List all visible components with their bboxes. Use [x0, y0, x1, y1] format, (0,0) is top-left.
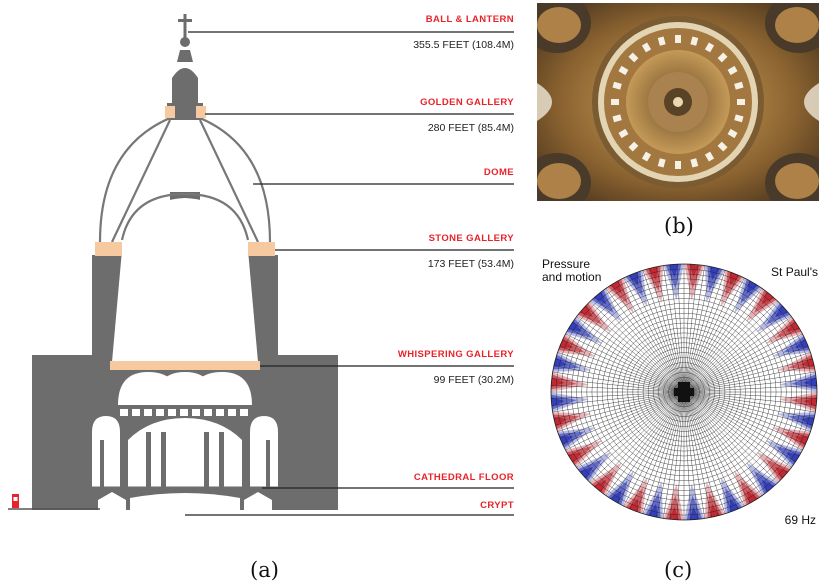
mode-lobe: [803, 374, 817, 389]
dome-window: [734, 114, 744, 123]
label-golden-gallery: GOLDEN GALLERY: [420, 97, 514, 108]
mode-lobe: [551, 395, 565, 410]
mesh-ring: [612, 322, 756, 462]
dome-window: [690, 158, 699, 168]
label-pressure-motion: Pressure and motion: [542, 257, 602, 284]
mesh-radial: [683, 391, 809, 439]
mesh-ring: [596, 308, 772, 476]
height-ball-lantern: 355.5 FEET (108.4M): [413, 39, 514, 51]
dome-window: [704, 151, 715, 162]
mesh-radial: [562, 391, 685, 445]
dome-window: [641, 42, 652, 53]
dome-window: [657, 36, 666, 46]
mesh-ring: [642, 352, 726, 432]
label-whispering-gallery: WHISPERING GALLERY: [397, 349, 514, 360]
label-st-pauls: St Paul's: [771, 265, 818, 279]
mode-lobe: [687, 264, 703, 278]
dome-interior-photo: [523, 0, 820, 213]
caption-a: (a): [250, 558, 279, 582]
caption-c: (c): [664, 558, 693, 582]
label-ball-lantern: BALL & LANTERN: [425, 14, 514, 25]
dome-window: [734, 81, 744, 90]
dome-window: [611, 99, 619, 105]
mode-mesh: [550, 263, 818, 521]
dome-window: [690, 36, 699, 46]
mesh-ring: [627, 337, 741, 447]
label-frequency: 69 Hz: [784, 513, 816, 527]
dome-window: [641, 151, 652, 162]
mesh-radial: [683, 391, 806, 445]
mesh-ring: [561, 273, 807, 511]
mesh-ring: [622, 332, 746, 452]
dome-window: [612, 114, 622, 123]
dome-photo-drawing: [523, 0, 820, 213]
dome-window: [727, 128, 738, 139]
dome-window: [704, 42, 715, 53]
dome-window: [727, 65, 738, 76]
acoustic-mode-plot: Pressure and motion St Paul's 69 Hz: [540, 258, 820, 538]
mesh-ring: [668, 377, 700, 407]
center-cross-icon: [674, 382, 694, 402]
mesh-ring: [555, 268, 813, 516]
dome-window: [717, 52, 728, 63]
mesh-ring: [586, 298, 782, 486]
dome-window: [717, 141, 728, 152]
mode-lobe: [687, 506, 703, 520]
mesh-radial: [683, 339, 806, 393]
mesh-ring: [632, 342, 736, 442]
label-stone-gallery: STONE GALLERY: [428, 233, 514, 244]
mesh-ring: [601, 313, 767, 471]
mesh-ring: [653, 362, 715, 422]
mesh-ring: [658, 367, 710, 417]
height-whispering-gallery: 99 FEET (30.2M): [433, 374, 514, 386]
dome-window: [657, 158, 666, 168]
mode-lobe: [551, 374, 565, 389]
phone-box-icon: [12, 494, 19, 508]
label-dome: DOME: [483, 167, 514, 178]
mode-lobe: [665, 264, 681, 278]
cathedral-cross-section: BALL & LANTERN 355.5 FEET (108.4M) GOLDE…: [8, 14, 514, 516]
mesh-radial: [559, 391, 685, 439]
mesh-ring: [617, 327, 751, 457]
height-golden-gallery: 280 FEET (85.4M): [427, 122, 514, 134]
mode-lobe: [803, 395, 817, 410]
cross-section-drawing: [8, 14, 514, 516]
dome-window: [675, 161, 681, 169]
mesh-ring: [566, 278, 802, 506]
mesh-ring: [607, 317, 761, 467]
dome-window: [675, 35, 681, 43]
mesh-radial: [683, 345, 809, 393]
mesh-ring: [647, 357, 721, 427]
mesh-radial: [562, 339, 685, 393]
mode-lobe: [665, 506, 681, 520]
dome-window: [628, 141, 639, 152]
dome-window: [737, 99, 745, 105]
dome-window: [618, 128, 629, 139]
dome-window: [618, 65, 629, 76]
caption-b: (b): [664, 214, 694, 238]
height-stone-gallery: 173 FEET (53.4M): [427, 258, 514, 270]
dome-window: [612, 81, 622, 90]
mesh-ring: [591, 303, 777, 481]
label-crypt: CRYPT: [480, 500, 514, 511]
mesh-ring: [663, 372, 705, 412]
dome-window: [628, 52, 639, 63]
mesh-ring: [637, 347, 731, 437]
label-cathedral-floor: CATHEDRAL FLOOR: [413, 472, 514, 483]
mesh-ring: [581, 293, 787, 491]
mesh-ring: [576, 288, 792, 496]
mesh-ring: [571, 283, 797, 501]
mesh-radial: [559, 345, 685, 393]
